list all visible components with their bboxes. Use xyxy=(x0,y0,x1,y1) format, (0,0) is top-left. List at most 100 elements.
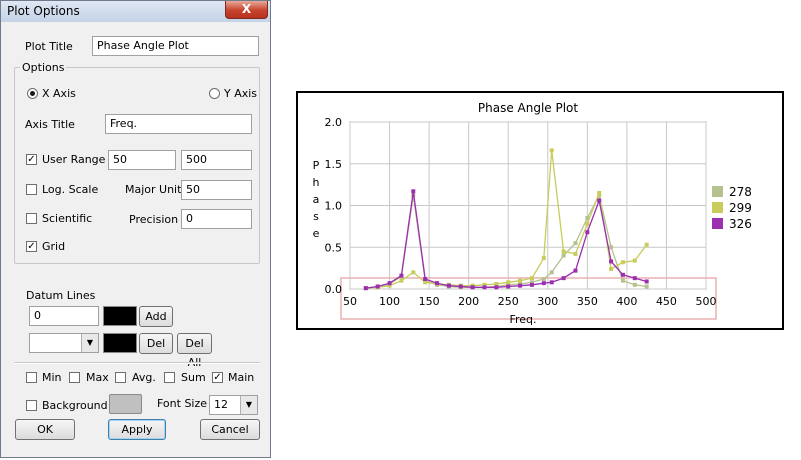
data-point-299 xyxy=(423,280,428,285)
dialog-title: Plot Options xyxy=(7,4,80,18)
x-tick-label: 500 xyxy=(696,295,717,308)
data-point-326 xyxy=(363,286,368,291)
close-button[interactable]: X xyxy=(225,1,268,19)
chevron-down-icon: ▼ xyxy=(81,334,98,352)
data-point-326 xyxy=(446,283,451,288)
grid-label: Grid xyxy=(42,240,66,253)
y-axis-radio[interactable] xyxy=(209,88,220,99)
data-point-326 xyxy=(506,284,511,289)
x-tick-label: 150 xyxy=(419,295,440,308)
legend-swatch-278 xyxy=(712,186,723,197)
user-range-checkbox[interactable]: ✓ xyxy=(26,154,37,165)
x-axis-radio[interactable] xyxy=(27,88,38,99)
background-checkbox[interactable] xyxy=(26,400,37,411)
data-point-278 xyxy=(549,270,554,275)
data-point-299 xyxy=(494,281,499,286)
min-label: Min xyxy=(42,371,62,384)
options-group xyxy=(14,67,260,264)
plot-title-input[interactable]: Phase Angle Plot xyxy=(92,36,259,56)
datum-line-swatch[interactable] xyxy=(103,333,137,353)
apply-button[interactable]: Apply xyxy=(108,419,166,440)
data-point-299 xyxy=(609,266,614,271)
data-point-278 xyxy=(573,241,578,246)
data-point-299 xyxy=(399,278,404,283)
avg-checkbox[interactable] xyxy=(115,372,126,383)
title-bar: Plot Options xyxy=(1,1,270,22)
max-checkbox[interactable] xyxy=(69,372,80,383)
font-size-select[interactable]: 12 ▼ xyxy=(209,395,258,415)
x-tick-label: 100 xyxy=(379,295,400,308)
chart-panel: Phase Angle Plot 50 100 150 200 250 300 350 400 4… xyxy=(296,91,784,330)
separator xyxy=(14,362,260,364)
delete-all-datums-button[interactable]: Del All xyxy=(177,333,212,369)
sum-label: Sum xyxy=(181,371,206,384)
user-range-min-input[interactable]: 50 xyxy=(108,150,176,170)
font-size-label: Font Size xyxy=(157,397,208,410)
data-point-299 xyxy=(632,258,637,263)
data-point-278 xyxy=(620,278,625,283)
datum-value-input[interactable]: 0 xyxy=(29,306,99,326)
main-checkbox[interactable]: ✓ xyxy=(212,372,223,383)
data-point-299 xyxy=(597,190,602,195)
y-tick-label: 0.5 xyxy=(325,241,343,254)
x-tick-label: 250 xyxy=(498,295,519,308)
y-tick-label: 1.0 xyxy=(325,200,343,213)
background-color-swatch[interactable] xyxy=(109,394,142,414)
chart-title: Phase Angle Plot xyxy=(478,101,579,115)
data-point-278 xyxy=(644,284,649,289)
data-point-326 xyxy=(494,285,499,290)
avg-label: Avg. xyxy=(132,371,156,384)
data-point-278 xyxy=(585,216,590,221)
data-point-299 xyxy=(644,242,649,247)
data-point-326 xyxy=(518,283,523,288)
data-point-326 xyxy=(529,282,534,287)
major-unit-input[interactable]: 50 xyxy=(181,180,252,200)
data-point-278 xyxy=(609,245,614,250)
data-point-326 xyxy=(561,276,566,281)
font-size-value: 12 xyxy=(214,398,228,411)
data-point-299 xyxy=(482,282,487,287)
precision-label: Precision xyxy=(129,213,179,226)
x-tick-label: 300 xyxy=(537,295,558,308)
scientific-checkbox[interactable] xyxy=(26,213,37,224)
data-point-326 xyxy=(423,276,428,281)
data-point-326 xyxy=(411,189,416,194)
legend-swatch-326 xyxy=(712,218,723,229)
data-point-326 xyxy=(644,279,649,284)
y-axis-label: Y Axis xyxy=(224,87,258,100)
data-point-278 xyxy=(529,280,534,285)
major-unit-label: Major Unit xyxy=(125,183,182,196)
data-point-278 xyxy=(632,282,637,287)
data-point-299 xyxy=(620,260,625,265)
data-point-299 xyxy=(561,249,566,254)
background-label: Background xyxy=(42,399,108,412)
x-tick-label: 400 xyxy=(616,295,637,308)
axis-title-input[interactable]: Freq. xyxy=(105,114,252,134)
data-point-278 xyxy=(561,253,566,258)
data-point-326 xyxy=(387,281,392,286)
add-datum-button[interactable]: Add xyxy=(139,306,173,327)
close-icon: X xyxy=(241,2,252,16)
axis-title-label: Axis Title xyxy=(25,118,75,131)
x-tick-label: 200 xyxy=(458,295,479,308)
min-checkbox[interactable] xyxy=(26,372,37,383)
x-tick-label: 50 xyxy=(343,295,357,308)
grid-checkbox[interactable]: ✓ xyxy=(26,241,37,252)
user-range-max-input[interactable]: 500 xyxy=(181,150,252,170)
delete-datum-button[interactable]: Del xyxy=(139,333,173,354)
log-scale-checkbox[interactable] xyxy=(26,184,37,195)
precision-input[interactable]: 0 xyxy=(181,209,252,229)
datum-select[interactable]: ▼ xyxy=(29,333,99,353)
y-tick-label: 1.5 xyxy=(325,158,343,171)
sum-checkbox[interactable] xyxy=(164,372,175,383)
legend-label-326: 326 xyxy=(729,217,752,231)
chevron-down-icon: ▼ xyxy=(240,396,257,414)
data-point-326 xyxy=(399,273,404,278)
ok-button[interactable]: OK xyxy=(15,419,75,440)
cancel-button[interactable]: Cancel xyxy=(200,419,260,440)
data-point-299 xyxy=(518,278,523,283)
datum-color-swatch[interactable] xyxy=(103,306,137,326)
data-point-299 xyxy=(506,280,511,285)
main-label: Main xyxy=(228,371,255,384)
